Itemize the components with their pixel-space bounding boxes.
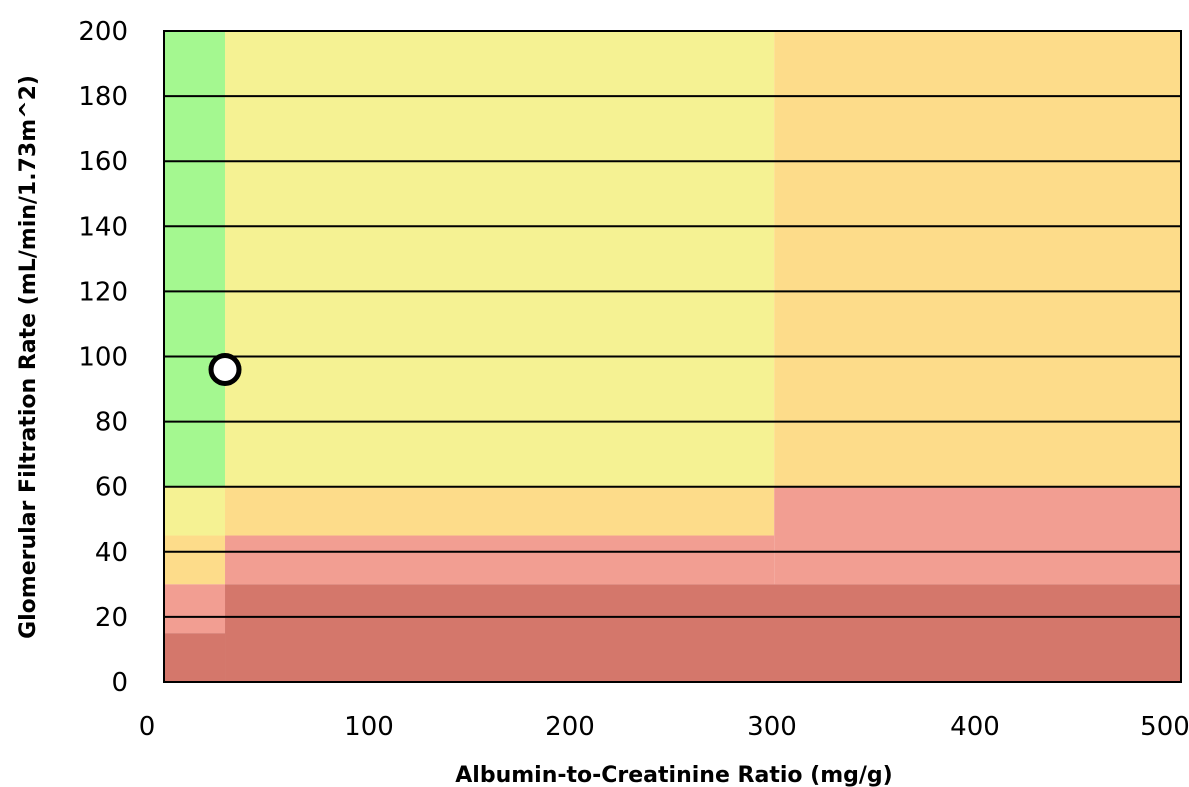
x-tick-labels: 0 100 200 300 400 500 <box>139 712 1189 742</box>
plot-frame <box>163 30 1182 683</box>
x-tick-label: 200 <box>545 712 595 742</box>
x-tick-label: 500 <box>1140 712 1189 742</box>
risk-zone-very-high <box>774 486 1181 585</box>
y-tick-labels: 0 20 40 60 80 100 120 140 160 180 200 <box>78 17 128 698</box>
x-tick-label: 0 <box>139 712 156 742</box>
y-tick-label: 40 <box>95 538 128 568</box>
x-tick-label: 400 <box>950 712 1000 742</box>
y-tick-label: 160 <box>78 147 128 177</box>
x-tick-label: 100 <box>344 712 394 742</box>
risk-zone-high <box>774 31 1181 487</box>
risk-zones <box>164 31 1181 682</box>
y-axis-title: Glomerular Filtration Rate (mL/min/1.73m… <box>16 75 41 639</box>
risk-zone-high <box>164 535 226 585</box>
risk-zone-moderate <box>225 31 775 487</box>
data-points <box>208 353 242 387</box>
y-tick-label: 20 <box>95 603 128 633</box>
data-point <box>208 353 242 387</box>
y-tick-label: 80 <box>95 408 128 438</box>
risk-zone-highest <box>225 584 1181 682</box>
risk-zone-very-high <box>225 535 775 585</box>
x-tick-label: 300 <box>747 712 797 742</box>
risk-zone-very-high <box>164 584 226 634</box>
gridlines <box>164 95 1181 618</box>
y-tick-label: 200 <box>78 17 128 47</box>
y-tick-label: 100 <box>78 343 128 373</box>
y-tick-label: 180 <box>78 82 128 112</box>
y-tick-label: 120 <box>78 277 128 307</box>
risk-zone-moderate <box>164 486 226 536</box>
y-tick-label: 140 <box>78 212 128 242</box>
risk-zone-highest <box>164 633 226 682</box>
risk-zone-low <box>164 31 226 487</box>
risk-zone-high <box>225 486 775 536</box>
y-tick-label: 60 <box>95 473 128 503</box>
x-axis-title: Albumin-to-Creatinine Ratio (mg/g) <box>455 763 892 787</box>
y-tick-label: 0 <box>111 668 128 698</box>
